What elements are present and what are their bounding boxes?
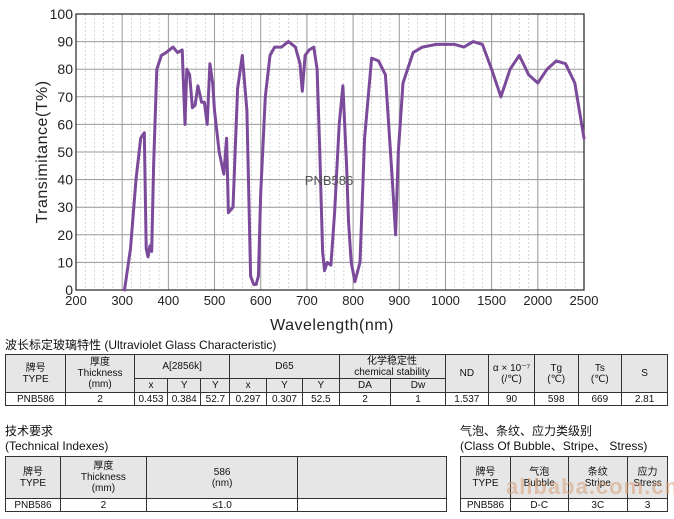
alpha-header: α × 10⁻⁷ (/℃)	[488, 354, 535, 393]
y-tick-label: 100	[50, 6, 74, 22]
table-cell: 2	[59, 498, 147, 512]
table-cell: 90	[488, 392, 535, 406]
y-tick-label: 60	[57, 116, 73, 132]
table-cell: D-C	[509, 498, 569, 512]
sub-header: Y	[265, 378, 304, 393]
thickness-header: 厚度 Thickness (mm)	[65, 354, 135, 393]
table-cell: 2.81	[621, 392, 668, 406]
table-cell	[297, 498, 447, 512]
table-cell: 1.537	[444, 392, 490, 406]
table-cell: ≤1.0	[145, 498, 299, 512]
y-tick-label: 10	[57, 254, 73, 270]
tg-header: Tg (℃)	[533, 354, 579, 393]
y-tick-label: 40	[57, 172, 73, 188]
stripe-header: 条纹 Stripe	[567, 456, 629, 499]
brand-header: 牌号 TYPE	[460, 456, 511, 499]
sub-header: DA	[338, 378, 392, 393]
table-cell: PNB586	[5, 498, 61, 512]
x-tick-label: 2500	[570, 293, 599, 308]
sub-header: Y	[167, 378, 202, 393]
x-axis-label: Wavelength(nm)	[270, 317, 394, 334]
table-cell: 0.384	[167, 392, 202, 406]
chemical-stability-header: 化学稳定性 chemical stability	[338, 354, 446, 379]
y-tick-label: 80	[57, 61, 73, 77]
bubble-section-title-cn: 气泡、条纹、应力类级别	[460, 424, 593, 438]
chart-title: PNB586	[305, 173, 353, 188]
y-tick-label: 30	[57, 199, 73, 215]
x-tick-label: 900	[388, 293, 410, 308]
thickness-header: 厚度 Thickness (mm)	[59, 456, 147, 499]
uv-section-title: 波长标定玻璃特性 (Ultraviolet Glass Characterist…	[5, 338, 277, 352]
chart-grid	[75, 13, 585, 291]
table-cell: PNB586	[460, 498, 511, 512]
empty-header	[297, 456, 447, 499]
tech-section-title-en: (Technical Indexes)	[5, 439, 109, 453]
y-tick-label: 90	[57, 34, 73, 50]
plot-frame	[75, 13, 585, 291]
table-cell: 0.307	[265, 392, 304, 406]
x-tick-label: 500	[204, 293, 226, 308]
table-cell: 3C	[567, 498, 629, 512]
bubble-section-title-en: (Class Of Bubble、Stripe、 Stress)	[460, 439, 648, 453]
table-cell: 3	[627, 498, 668, 512]
sub-header: x	[133, 378, 169, 393]
x-tick-label: 2000	[523, 293, 552, 308]
x-tick-label: 300	[111, 293, 133, 308]
x-tick-label: 800	[342, 293, 364, 308]
stress-header: 应力 Stress	[627, 456, 668, 499]
table-cell: 2	[65, 392, 135, 406]
table-cell: 1	[390, 392, 446, 406]
x-tick-label: 200	[65, 293, 87, 308]
a2856k-header: A[2856k]	[133, 354, 231, 379]
brand-header: 牌号 TYPE	[4, 354, 67, 393]
x-tick-label: 1000	[431, 293, 460, 308]
table-cell: 52.7	[200, 392, 231, 406]
y-tick-labels: 0 10 20 30 40 50 60 70 80 90 100	[50, 6, 74, 298]
brand-header: 牌号 TYPE	[5, 456, 61, 499]
nd-header: ND	[444, 354, 490, 393]
transmittance-chart: 0 10 20 30 40 50 60 70 80 90 100 200 300 400 500 600 70…	[34, 6, 598, 334]
sub-header: Y	[302, 378, 340, 393]
x-tick-label: 1500	[477, 293, 506, 308]
table-cell: 2	[338, 392, 392, 406]
tech-section-title-cn: 技术要求	[5, 424, 54, 438]
table-cell: 0.453	[133, 392, 169, 406]
ts-header: Ts (℃)	[577, 354, 623, 393]
x-tick-label: 700	[296, 293, 318, 308]
x-tick-label: 400	[158, 293, 180, 308]
bubble-header: 气泡 Bubble	[509, 456, 569, 499]
y-tick-label: 50	[57, 144, 73, 160]
table-cell: PNB586	[4, 392, 67, 406]
y-tick-label: 70	[57, 89, 73, 105]
sub-header: x	[229, 378, 267, 393]
d65-header: D65	[229, 354, 340, 379]
technical-indexes-table: 牌号 TYPE 厚度 Thickness (mm) 586 (nm) PNB586 2 …	[5, 456, 447, 512]
x-tick-label: 600	[250, 293, 272, 308]
sub-header: Dw	[390, 378, 446, 393]
uv-characteristic-table: 牌号 TYPE 厚度 Thickness (mm) A[2856k] D65 化学稳定…	[4, 354, 668, 406]
table-cell: 0.297	[229, 392, 267, 406]
transmittance-curve	[123, 40, 586, 292]
table-cell: 669	[577, 392, 623, 406]
sub-header: Y	[200, 378, 231, 393]
y-axis-label: Transimitance(T%)	[34, 80, 51, 223]
table-cell: 52.5	[302, 392, 340, 406]
wavelength-header: 586 (nm)	[145, 456, 299, 499]
y-tick-label: 0	[65, 282, 73, 298]
x-tick-labels: 200 300 400 500 600 700 800 900 1000 1500 2000 2500	[65, 293, 598, 308]
table-cell: 598	[533, 392, 579, 406]
bubble-stripe-stress-table: 牌号 TYPE 气泡 Bubble 条纹 Stripe 应力 Stress PNB586…	[460, 456, 668, 512]
y-tick-label: 20	[57, 227, 73, 243]
s-header: S	[621, 354, 668, 393]
